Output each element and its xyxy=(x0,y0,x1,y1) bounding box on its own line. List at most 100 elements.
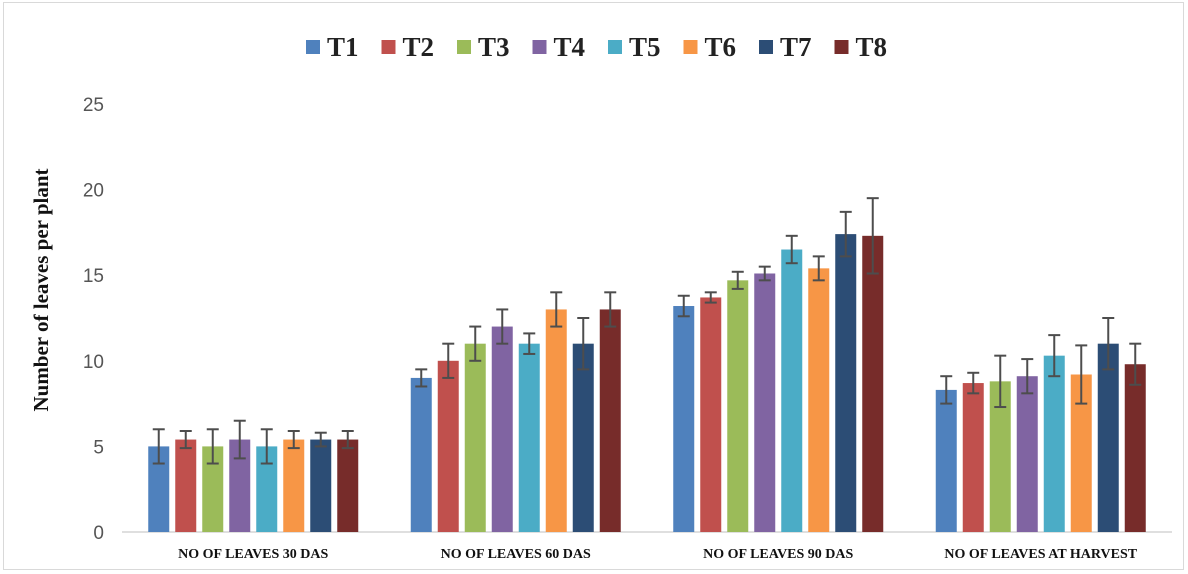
bar-t6-3 xyxy=(808,268,830,532)
legend-swatch xyxy=(834,40,849,54)
error-bar-t4-4 xyxy=(1021,358,1034,395)
legend-label: T8 xyxy=(856,32,888,62)
bar-t7-2 xyxy=(572,343,594,532)
y-axis: 0 5 10 15 20 25 xyxy=(83,95,104,544)
bar-t8-1 xyxy=(337,439,359,532)
legend-item-t3: T3 xyxy=(457,32,510,62)
y-axis-label: Number of leaves per plant xyxy=(29,168,53,411)
legend-swatch xyxy=(381,40,396,54)
bar-t5-3 xyxy=(781,249,803,532)
error-bar-t2-4 xyxy=(967,371,980,395)
bar-t4-1 xyxy=(229,439,251,532)
bar-t4-2 xyxy=(491,326,513,532)
error-bar-t8-4 xyxy=(1129,342,1142,386)
error-bar-t7-2 xyxy=(577,317,590,371)
error-bar-t4-1 xyxy=(233,419,246,460)
error-bar-t2-1 xyxy=(179,429,192,450)
x-tick-label: NO OF LEAVES 60 DAS xyxy=(441,547,591,562)
bars xyxy=(148,234,1146,532)
error-bar-t7-4 xyxy=(1102,317,1115,371)
legend-label: T6 xyxy=(705,32,737,62)
bar-t1-1 xyxy=(148,446,170,532)
bar-t5-1 xyxy=(256,446,278,532)
bar-t3-2 xyxy=(464,343,486,532)
error-bar-t4-3 xyxy=(758,265,771,282)
bar-t2-1 xyxy=(175,439,197,532)
error-bar-t8-3 xyxy=(866,197,879,275)
error-bar-t6-2 xyxy=(550,291,563,328)
legend-label: T2 xyxy=(403,32,435,62)
bar-t6-1 xyxy=(283,439,305,532)
error-bar-t3-1 xyxy=(206,428,219,465)
legend-swatch xyxy=(608,40,622,54)
legend-swatch xyxy=(759,40,773,54)
bar-t8-3 xyxy=(862,235,884,532)
legend-item-t1: T1 xyxy=(306,32,359,62)
error-bar-t4-2 xyxy=(496,308,509,345)
bar-t7-4 xyxy=(1097,343,1119,532)
bar-t7-3 xyxy=(835,234,857,532)
bar-t6-2 xyxy=(545,309,567,532)
bar-t1-2 xyxy=(410,377,432,532)
error-bar-t5-3 xyxy=(785,234,798,265)
error-bar-t6-1 xyxy=(287,429,300,450)
legend: T1 T2 T3 T4 T5 T6 T7 T8 xyxy=(306,32,887,62)
bar-t2-2 xyxy=(437,360,459,532)
error-bar-t2-2 xyxy=(442,342,455,379)
bar-t7-1 xyxy=(310,439,332,532)
error-bar-t5-1 xyxy=(260,428,273,465)
bar-t6-4 xyxy=(1070,374,1092,532)
bar-t3-4 xyxy=(989,381,1011,532)
legend-label: T5 xyxy=(629,32,661,62)
error-bar-t6-3 xyxy=(812,255,825,282)
y-tick-label: 15 xyxy=(83,266,104,287)
legend-item-t5: T5 xyxy=(608,32,661,62)
error-bar-t7-3 xyxy=(839,210,852,258)
y-tick-label: 20 xyxy=(83,181,104,202)
legend-label: T3 xyxy=(478,32,510,62)
legend-item-t7: T7 xyxy=(759,32,812,62)
x-axis: NO OF LEAVES 30 DAS NO OF LEAVES 60 DAS NO… xyxy=(178,547,1138,562)
y-tick-label: 25 xyxy=(83,95,104,116)
y-tick-label: 0 xyxy=(93,523,104,544)
legend-item-t6: T6 xyxy=(683,32,737,62)
error-bar-t1-1 xyxy=(152,428,165,465)
error-bar-t1-4 xyxy=(940,375,953,405)
bar-t8-2 xyxy=(599,309,621,532)
bar-t8-4 xyxy=(1124,364,1146,532)
error-bars xyxy=(152,197,1142,465)
legend-item-t2: T2 xyxy=(381,32,435,62)
bar-t4-4 xyxy=(1016,376,1038,532)
error-bar-t8-1 xyxy=(341,429,354,450)
error-bar-t3-2 xyxy=(469,325,482,362)
y-tick-label: 5 xyxy=(93,437,104,458)
x-tick-label: NO OF LEAVES 90 DAS xyxy=(703,547,853,562)
bar-t2-3 xyxy=(700,297,722,532)
bar-t5-4 xyxy=(1043,355,1065,532)
error-bar-t3-4 xyxy=(994,354,1007,409)
bar-t2-4 xyxy=(962,383,984,532)
bar-t4-3 xyxy=(754,273,776,532)
x-tick-label: NO OF LEAVES AT HARVEST xyxy=(944,547,1137,562)
error-bar-t6-4 xyxy=(1075,344,1088,405)
error-bar-t7-1 xyxy=(314,431,327,448)
legend-label: T1 xyxy=(327,32,359,62)
error-bar-t2-3 xyxy=(704,291,717,304)
error-bar-t8-2 xyxy=(604,291,617,328)
bar-t1-4 xyxy=(935,389,957,532)
bar-t3-1 xyxy=(202,446,224,532)
bar-t1-3 xyxy=(673,306,695,532)
error-bar-t1-2 xyxy=(415,368,428,388)
bar-t5-2 xyxy=(518,343,540,532)
y-tick-label: 10 xyxy=(83,352,104,373)
error-bar-t5-2 xyxy=(523,332,536,355)
legend-swatch xyxy=(683,40,698,54)
x-tick-label: NO OF LEAVES 30 DAS xyxy=(178,547,328,562)
error-bar-t5-4 xyxy=(1048,334,1061,378)
bar-t3-3 xyxy=(727,280,749,532)
legend-label: T4 xyxy=(554,32,586,62)
legend-label: T7 xyxy=(780,32,812,62)
legend-swatch xyxy=(457,40,471,54)
legend-swatch xyxy=(306,40,320,54)
